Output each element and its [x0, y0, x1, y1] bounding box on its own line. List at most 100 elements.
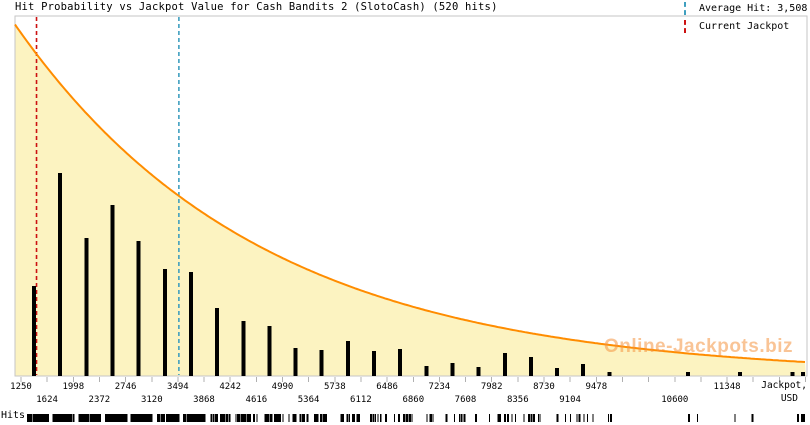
hits-rug-mark: [61, 414, 64, 422]
x-tick-label: 9478: [585, 382, 607, 392]
legend-entry-current-jackpot: Current Jackpot: [684, 20, 789, 33]
hits-rug-mark: [82, 414, 84, 422]
hits-rug-mark: [169, 414, 171, 422]
hits-rug-mark: [514, 414, 516, 422]
hits-rug-mark: [610, 414, 613, 422]
hits-rug-mark: [556, 414, 559, 422]
hits-rug-mark: [187, 414, 189, 422]
hits-rug-mark: [120, 414, 122, 422]
histogram-bar: [267, 326, 272, 376]
hits-rug-mark: [306, 414, 309, 422]
hits-rug-mark: [351, 414, 353, 422]
x-tick-label: 5364: [298, 395, 320, 405]
hits-rug-mark: [429, 414, 431, 422]
hits-rug-mark: [57, 414, 60, 422]
hits-rug-mark: [216, 414, 219, 422]
x-tick-label: 7234: [429, 382, 451, 392]
x-tick-label: 10600: [661, 395, 688, 405]
hits-rug-mark: [64, 414, 66, 422]
hits-rug-mark: [530, 414, 532, 422]
hits-rug-mark: [751, 414, 754, 422]
hits-rug-mark: [203, 414, 205, 422]
hits-rug-mark: [199, 414, 201, 422]
hits-rug-mark: [168, 414, 170, 422]
hits-rug-mark: [223, 414, 225, 422]
hits-rug-mark: [458, 414, 460, 422]
hits-rug-mark: [65, 414, 68, 422]
hits-rug-mark: [45, 414, 48, 422]
hits-rug-mark: [385, 414, 387, 422]
hits-rug-mark: [398, 414, 400, 422]
plot-border: [14, 15, 808, 377]
hits-rug-mark: [56, 414, 59, 422]
hits-rug-mark: [576, 414, 578, 422]
hits-rug-mark: [185, 414, 187, 422]
hits-rug-mark: [454, 414, 456, 422]
hits-rug-mark: [460, 414, 463, 422]
hits-rug-mark: [583, 414, 585, 422]
hits-rug-mark: [111, 414, 113, 422]
hits-rug-mark: [94, 414, 96, 422]
hits-rug-mark: [136, 414, 138, 422]
hits-rug-mark: [112, 414, 114, 422]
histogram-bar: [398, 349, 403, 376]
hits-rug-mark: [299, 414, 302, 422]
hits-rug-mark: [213, 414, 214, 422]
hits-rug-mark: [570, 414, 572, 422]
hits-rug-mark: [239, 414, 240, 422]
hits-rug-mark: [85, 414, 87, 422]
hits-rug-mark: [302, 414, 305, 422]
histogram-bar: [801, 372, 805, 376]
hits-rug-mark: [523, 414, 525, 422]
hits-rug-mark: [33, 414, 35, 422]
hits-rug-mark: [323, 414, 326, 422]
hits-rug-mark: [410, 414, 412, 422]
hits-rug-mark: [280, 414, 281, 422]
hits-rug-mark: [210, 414, 213, 422]
legend-current-jackpot-label: Current Jackpot: [699, 21, 790, 32]
hits-rug-mark: [191, 414, 193, 422]
hits-rug-mark: [532, 414, 535, 422]
hits-rug-mark: [150, 414, 152, 422]
hits-rug-mark: [796, 414, 799, 422]
hits-rug-mark: [384, 414, 386, 422]
x-tick-label: 11348: [713, 382, 740, 392]
hits-rug-mark: [53, 414, 55, 422]
hits-rug-mark: [98, 414, 100, 422]
histogram-bar: [476, 367, 481, 376]
hits-rug-mark: [264, 414, 267, 422]
hits-rug-mark: [119, 414, 120, 422]
x-tick-label: 7982: [481, 382, 503, 392]
histogram-bar: [319, 350, 324, 376]
hits-rug-mark: [43, 414, 45, 422]
hits-rug-mark: [302, 414, 304, 422]
hits-rug-mark: [34, 414, 37, 422]
hits-rug-mark: [151, 414, 153, 422]
fit-area: [15, 24, 806, 376]
hits-rug-mark: [72, 414, 74, 422]
histogram-bar: [685, 372, 690, 376]
x-tick-label: 7608: [455, 395, 477, 405]
hits-rug-mark: [219, 414, 221, 422]
x-tick-label: 1624: [36, 395, 58, 405]
hits-rug-mark: [68, 414, 71, 422]
hits-rug-mark: [214, 414, 217, 422]
hits-rug-mark: [143, 414, 146, 422]
hits-rug-mark: [430, 414, 432, 422]
hits-rug-mark: [163, 414, 165, 422]
hits-rug-mark: [687, 414, 690, 422]
hits-rug-mark: [35, 414, 37, 422]
histogram-bar: [502, 353, 507, 376]
hits-rug-mark: [252, 414, 255, 422]
histogram-bar: [189, 272, 193, 376]
hits-rug-mark: [71, 414, 73, 422]
hits-rug-mark: [29, 414, 31, 422]
hits-rug-mark: [130, 414, 132, 422]
hits-rug-mark: [226, 414, 229, 422]
hits-rug-mark: [123, 414, 125, 422]
hits-rug-mark: [59, 414, 61, 422]
hits-rug-mark: [92, 414, 94, 422]
hits-rug-mark: [499, 414, 501, 422]
hits-rug-mark: [134, 414, 137, 422]
hits-rug-mark: [166, 414, 169, 422]
